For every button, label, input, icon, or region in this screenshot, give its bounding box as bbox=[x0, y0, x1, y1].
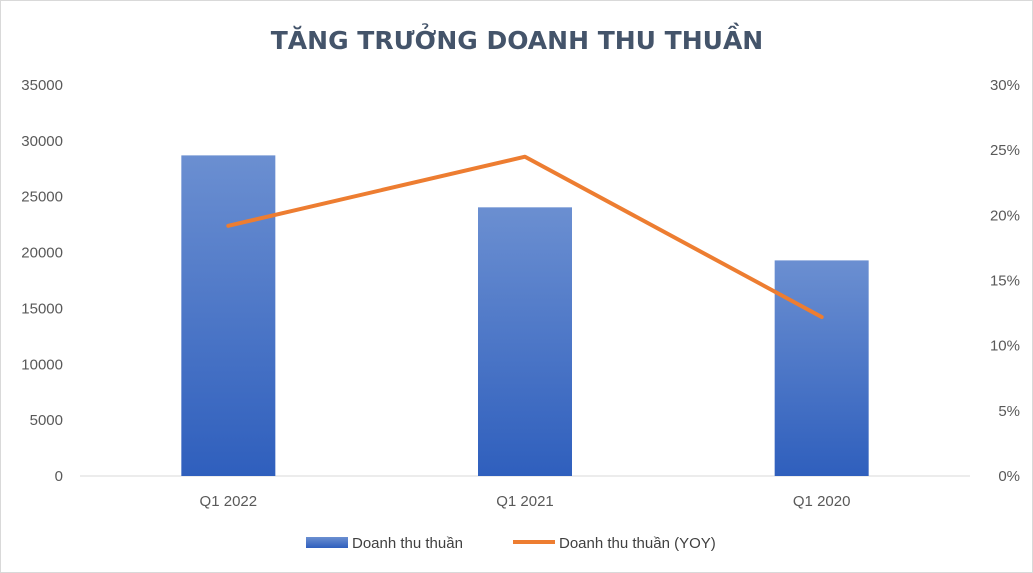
y-left-tick-label: 0 bbox=[55, 468, 63, 485]
y-left-tick-label: 30000 bbox=[21, 133, 63, 150]
bar bbox=[774, 260, 869, 476]
chart-title: TĂNG TRƯỞNG DOANH THU THUẦN bbox=[271, 22, 763, 55]
bar bbox=[478, 207, 572, 476]
legend-label-bar: Doanh thu thuần bbox=[352, 535, 463, 552]
x-tick-label: Q1 2022 bbox=[200, 493, 258, 510]
y-left-tick-label: 35000 bbox=[21, 77, 63, 94]
right-y-axis: 0% 5% 10% 15% 20% 25% 30% bbox=[990, 77, 1020, 485]
bar bbox=[181, 155, 276, 476]
y-right-tick-label: 25% bbox=[990, 142, 1020, 159]
y-right-tick-label: 15% bbox=[990, 273, 1020, 290]
bar-series bbox=[181, 155, 869, 476]
legend-swatch-bar bbox=[306, 537, 348, 548]
y-left-tick-label: 25000 bbox=[21, 189, 63, 206]
y-right-tick-label: 30% bbox=[990, 77, 1020, 94]
y-right-tick-label: 5% bbox=[998, 403, 1020, 420]
y-left-tick-label: 20000 bbox=[21, 245, 63, 262]
y-right-tick-label: 10% bbox=[990, 338, 1020, 355]
y-left-tick-label: 10000 bbox=[21, 356, 63, 373]
x-tick-label: Q1 2020 bbox=[793, 493, 851, 510]
x-axis: Q1 2022 Q1 2021 Q1 2020 bbox=[200, 493, 851, 510]
y-left-tick-label: 5000 bbox=[30, 412, 63, 429]
line-series-group bbox=[226, 154, 824, 319]
x-tick-label: Q1 2021 bbox=[496, 493, 554, 510]
legend-label-line: Doanh thu thuần (YOY) bbox=[559, 535, 716, 552]
y-right-tick-label: 20% bbox=[990, 207, 1020, 224]
y-left-tick-label: 15000 bbox=[21, 300, 63, 317]
y-right-tick-label: 0% bbox=[998, 468, 1020, 485]
legend: Doanh thu thuần Doanh thu thuần (YOY) bbox=[306, 535, 716, 552]
left-y-axis: 0 5000 10000 15000 20000 25000 30000 35000 bbox=[21, 77, 63, 485]
